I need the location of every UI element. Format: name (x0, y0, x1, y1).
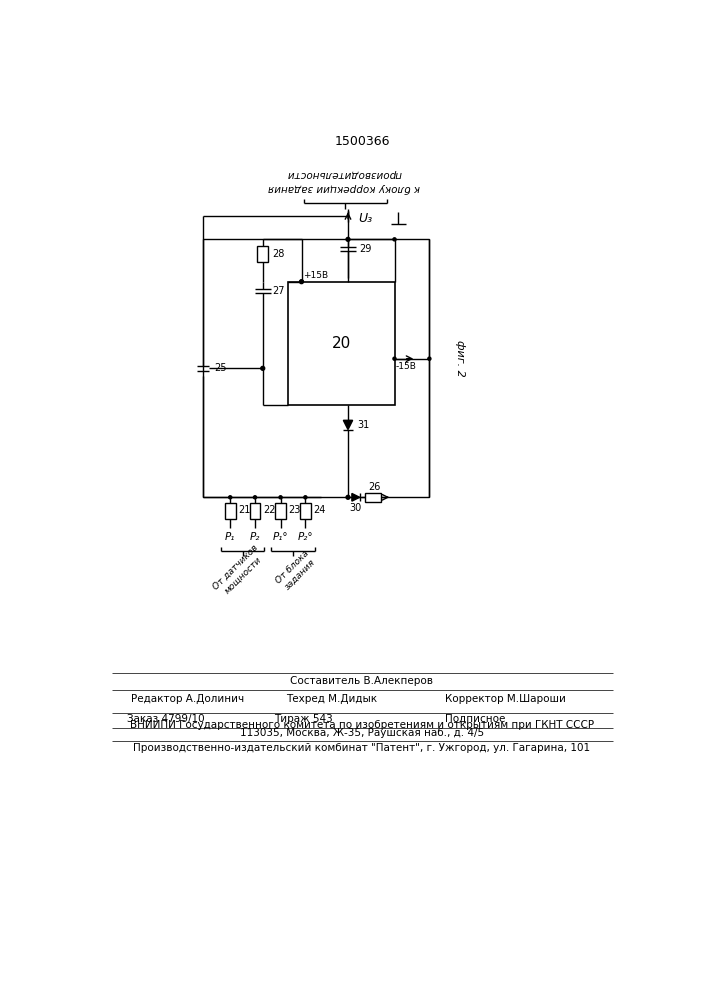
Text: Корректор М.Шароши: Корректор М.Шароши (445, 694, 566, 704)
Polygon shape (352, 493, 360, 501)
Text: 20: 20 (332, 336, 351, 351)
Bar (257, 246, 268, 262)
Text: Тираж 543: Тираж 543 (274, 714, 333, 724)
Text: 29: 29 (359, 244, 371, 254)
Text: 25: 25 (214, 363, 226, 373)
Text: ВНИИПИ Государственного комитета по изобретениям и открытиям при ГКНТ СССР: ВНИИПИ Государственного комитета по изоб… (130, 720, 594, 730)
Text: P₂: P₂ (250, 532, 260, 542)
Text: Подписное: Подписное (445, 714, 506, 724)
Bar (225, 503, 235, 519)
Text: к блоку коррекции задания: к блоку коррекции задания (268, 183, 420, 193)
Text: 23: 23 (288, 505, 300, 515)
Text: -15В: -15В (396, 362, 417, 371)
Text: 113035, Москва, Ж-35, Раушская наб., д. 4/5: 113035, Москва, Ж-35, Раушская наб., д. … (240, 728, 484, 738)
Circle shape (346, 237, 350, 241)
Circle shape (428, 357, 431, 360)
Text: P₁°: P₁° (273, 532, 288, 542)
Text: 28: 28 (272, 249, 284, 259)
Text: 22: 22 (263, 505, 275, 515)
Bar (365, 493, 380, 502)
Text: +15В: +15В (303, 271, 328, 280)
Text: P₂°: P₂° (298, 532, 313, 542)
Text: 30: 30 (350, 503, 362, 513)
Circle shape (346, 495, 350, 499)
Text: Техред М.Дидык: Техред М.Дидык (286, 694, 377, 704)
Text: 26: 26 (368, 482, 380, 492)
Text: 27: 27 (272, 286, 284, 296)
Circle shape (393, 357, 396, 360)
Bar (250, 503, 260, 519)
Circle shape (228, 496, 232, 499)
Circle shape (304, 496, 307, 499)
Text: P₁: P₁ (225, 532, 235, 542)
Text: производительности: производительности (286, 169, 402, 179)
Text: U₃: U₃ (358, 212, 372, 225)
Text: Составитель В.Алекперов: Составитель В.Алекперов (291, 676, 433, 686)
Circle shape (393, 238, 396, 241)
Bar (275, 503, 286, 519)
Circle shape (253, 496, 257, 499)
Circle shape (300, 280, 303, 284)
Circle shape (279, 496, 282, 499)
Bar (288, 282, 395, 405)
Text: От датчиков
мощности: От датчиков мощности (211, 543, 267, 599)
Text: 24: 24 (313, 505, 325, 515)
Bar (300, 503, 311, 519)
Bar (203, 239, 429, 497)
Circle shape (261, 366, 264, 370)
Text: Редактор А.Долинич: Редактор А.Долинич (131, 694, 244, 704)
Text: Производственно-издательский комбинат "Патент", г. Ужгород, ул. Гагарина, 101: Производственно-издательский комбинат "П… (134, 743, 590, 753)
Text: От блока
задания: От блока задания (274, 549, 318, 593)
Text: 1500366: 1500366 (334, 135, 390, 148)
Text: Заказ 4799/10: Заказ 4799/10 (127, 714, 205, 724)
Text: 31: 31 (357, 420, 370, 430)
Text: фиг. 2: фиг. 2 (455, 340, 465, 377)
Text: 21: 21 (238, 505, 250, 515)
Polygon shape (344, 420, 353, 430)
Circle shape (300, 280, 303, 283)
